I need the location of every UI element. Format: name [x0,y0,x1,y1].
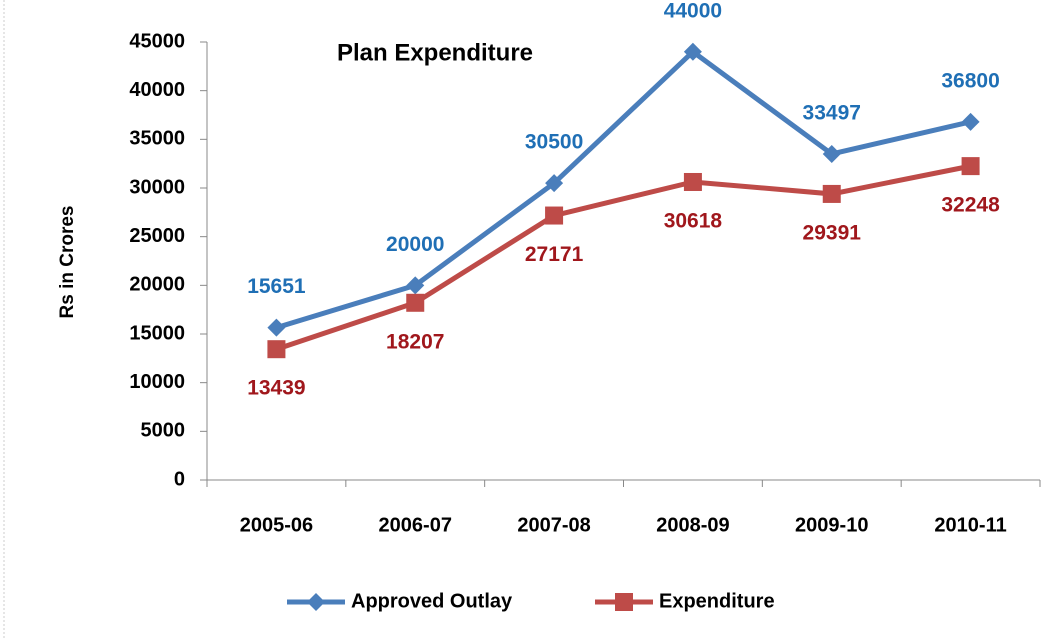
point [961,112,980,131]
legend-marker [615,593,633,611]
legend-marker [307,593,325,611]
point [683,42,702,61]
data-label: 44000 [664,0,722,22]
x-tick-label: 2007-08 [517,514,590,536]
data-label: 33497 [803,102,861,125]
point [683,172,702,191]
y-axis-label: Rs in Crores [57,206,78,319]
legend-label: Approved Outlay [351,590,513,612]
legend-label: Expenditure [659,590,775,612]
y-tick-label: 15000 [129,322,185,344]
x-tick-label: 2005-06 [240,514,313,536]
y-tick-label: 0 [174,468,185,490]
data-label: 36800 [941,69,999,92]
point [822,144,841,163]
data-label: 30618 [664,210,723,233]
series-line [275,48,972,331]
point [406,276,425,295]
data-label: 15651 [247,275,306,298]
x-tick-label: 2010-11 [934,514,1006,536]
x-tick-label: 2006-07 [379,514,452,536]
y-tick-label: 35000 [129,128,185,150]
y-tick-label: 5000 [141,420,186,442]
data-label: 13439 [247,377,305,400]
y-tick-label: 40000 [129,79,185,101]
point [406,293,425,312]
x-tick-label: 2009-10 [795,514,868,536]
y-tick-label: 20000 [129,274,185,296]
y-tick-label: 30000 [129,176,185,198]
data-label: 32248 [941,194,1000,217]
data-label: 27171 [525,243,584,266]
point [545,206,564,225]
y-tick-label: 25000 [129,225,185,247]
data-label: 29391 [803,221,862,244]
point [961,157,980,176]
data-label: 18207 [386,330,444,353]
y-tick-label: 10000 [129,371,185,393]
chart-title: Plan Expenditure [337,39,533,66]
point [545,174,564,193]
series-line [275,163,972,352]
point [267,318,286,337]
point [822,184,841,203]
data-label: 30500 [525,131,583,154]
x-tick-label: 2008-09 [656,514,729,536]
data-label: 20000 [386,233,444,256]
point [267,340,286,359]
y-tick-label: 45000 [129,30,185,52]
